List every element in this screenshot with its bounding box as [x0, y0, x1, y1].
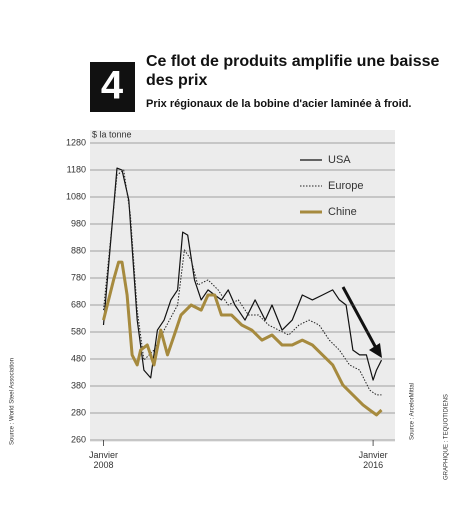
series-line [102, 260, 383, 417]
series-line [103, 169, 382, 396]
legend-label: Chine [328, 206, 357, 218]
y-tick-label: 260 [71, 434, 86, 444]
y-axis-label: $ la tonne [92, 129, 132, 139]
x-tick-label: Janvier 2016 [358, 450, 388, 470]
chart-number: 4 [101, 64, 124, 108]
y-tick-label: 1180 [67, 164, 86, 174]
y-tick-label: 580 [71, 326, 86, 336]
trend-arrow [341, 286, 378, 349]
y-tick-label: 280 [71, 407, 86, 417]
y-tick-label: 680 [71, 299, 86, 309]
trend-arrowhead [369, 343, 382, 358]
y-tick-label: 780 [71, 272, 86, 282]
number-box [90, 62, 135, 112]
x-tick-label: Janvier 2008 [88, 450, 118, 470]
credit: GRAPHIQUE : TEQUOTIDIENS [444, 394, 450, 480]
plot-background [90, 130, 395, 442]
legend-label: Europe [328, 180, 363, 192]
source: Source : ArcelorMittal [410, 383, 416, 440]
source: Source : World Steel Association [10, 358, 16, 445]
y-tick-label: 1280 [66, 137, 86, 147]
y-tick-label: 380 [71, 380, 86, 390]
y-tick-label: 880 [71, 245, 86, 255]
series-line [102, 167, 383, 381]
y-tick-label: 1080 [66, 191, 86, 201]
chart-subtitle: Prix régionaux de la bobine d'acier lami… [146, 98, 412, 110]
y-tick-label: 480 [71, 353, 86, 363]
legend-label: USA [328, 154, 351, 166]
y-tick-label: 980 [71, 218, 86, 228]
chart-title: Ce flot de produits amplifie une baisse … [146, 53, 440, 89]
